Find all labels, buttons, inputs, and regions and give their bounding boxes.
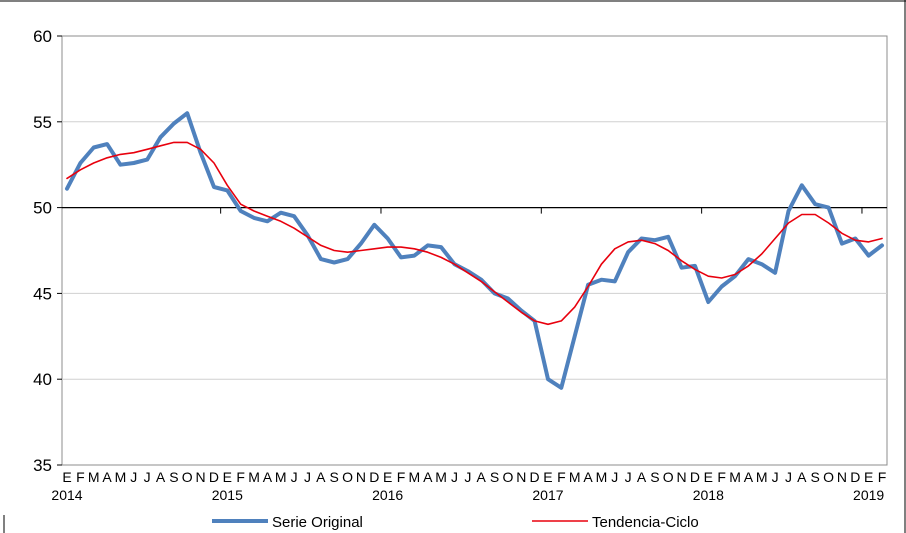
x-month-label: E <box>543 469 552 485</box>
x-month-label: S <box>169 469 178 485</box>
x-month-label: A <box>797 469 807 485</box>
x-month-label: M <box>729 469 741 485</box>
x-month-label: J <box>291 469 298 485</box>
x-month-label: E <box>864 469 873 485</box>
x-month-label: O <box>823 469 834 485</box>
y-axis-ticks: 35 40 45 50 55 60 <box>33 27 62 475</box>
x-month-label: A <box>316 469 326 485</box>
x-month-label: O <box>502 469 513 485</box>
x-month-label: A <box>477 469 487 485</box>
x-month-label: F <box>76 469 85 485</box>
x-month-label: M <box>569 469 581 485</box>
x-month-label: D <box>209 469 219 485</box>
x-month-label: M <box>115 469 127 485</box>
y-tick-label: 45 <box>33 284 52 303</box>
x-month-label: O <box>342 469 353 485</box>
x-month-label: F <box>236 469 245 485</box>
x-month-label: F <box>397 469 406 485</box>
x-month-label: M <box>88 469 100 485</box>
x-month-label: E <box>223 469 232 485</box>
x-month-label: S <box>811 469 820 485</box>
x-month-label: E <box>383 469 392 485</box>
x-year-label: 2014 <box>51 487 82 503</box>
x-month-label: A <box>102 469 112 485</box>
x-month-label: N <box>196 469 206 485</box>
y-tick-label: 60 <box>33 27 52 46</box>
x-month-label: A <box>263 469 273 485</box>
x-month-label: D <box>530 469 540 485</box>
y-tick-label: 50 <box>33 199 52 218</box>
plot-area-border <box>61 35 888 466</box>
x-month-label: A <box>156 469 166 485</box>
x-month-label: F <box>717 469 726 485</box>
x-month-label: N <box>516 469 526 485</box>
x-month-label: J <box>772 469 779 485</box>
x-month-label: J <box>304 469 311 485</box>
x-month-label: M <box>409 469 421 485</box>
x-month-label: J <box>785 469 792 485</box>
x-axis <box>62 206 887 214</box>
x-year-label: 2015 <box>212 487 243 503</box>
x-month-label: J <box>464 469 471 485</box>
x-month-label: M <box>756 469 768 485</box>
x-month-label: O <box>663 469 674 485</box>
x-year-label: 2017 <box>532 487 563 503</box>
series-line-1 <box>65 111 884 390</box>
x-month-label: S <box>490 469 499 485</box>
series-lines <box>65 111 884 390</box>
x-year-label: 2016 <box>372 487 403 503</box>
x-month-label: F <box>878 469 887 485</box>
gridlines <box>62 121 887 380</box>
x-month-label: M <box>435 469 447 485</box>
x-month-label: D <box>850 469 860 485</box>
x-month-label: E <box>62 469 71 485</box>
x-month-label: A <box>423 469 433 485</box>
x-month-label: S <box>330 469 339 485</box>
x-month-label: J <box>625 469 632 485</box>
x-month-label: J <box>130 469 137 485</box>
x-year-label: 2018 <box>693 487 724 503</box>
x-month-label: M <box>596 469 608 485</box>
y-tick-label: 40 <box>33 370 52 389</box>
series-line-2 <box>66 141 883 326</box>
x-month-label: J <box>451 469 458 485</box>
y-tick-label: 35 <box>33 456 52 475</box>
x-month-label: M <box>248 469 260 485</box>
x-month-label: D <box>369 469 379 485</box>
x-month-label: N <box>356 469 366 485</box>
x-month-label: O <box>182 469 193 485</box>
x-month-label: N <box>837 469 847 485</box>
y-tick-label: 55 <box>33 113 52 132</box>
x-month-label: N <box>677 469 687 485</box>
x-month-label: A <box>637 469 647 485</box>
x-month-label: S <box>650 469 659 485</box>
x-month-label: A <box>583 469 593 485</box>
x-month-label: J <box>611 469 618 485</box>
legend-label-2: Tendencia-Ciclo <box>592 514 699 531</box>
x-month-label: A <box>744 469 754 485</box>
x-month-label: D <box>690 469 700 485</box>
x-month-label: M <box>275 469 287 485</box>
x-year-label: 2019 <box>853 487 884 503</box>
x-month-label: F <box>557 469 566 485</box>
legend-label-1: Serie Original <box>272 514 363 531</box>
x-month-label: E <box>704 469 713 485</box>
legend: Serie Original Tendencia-Ciclo <box>212 514 699 531</box>
x-month-label: J <box>144 469 151 485</box>
